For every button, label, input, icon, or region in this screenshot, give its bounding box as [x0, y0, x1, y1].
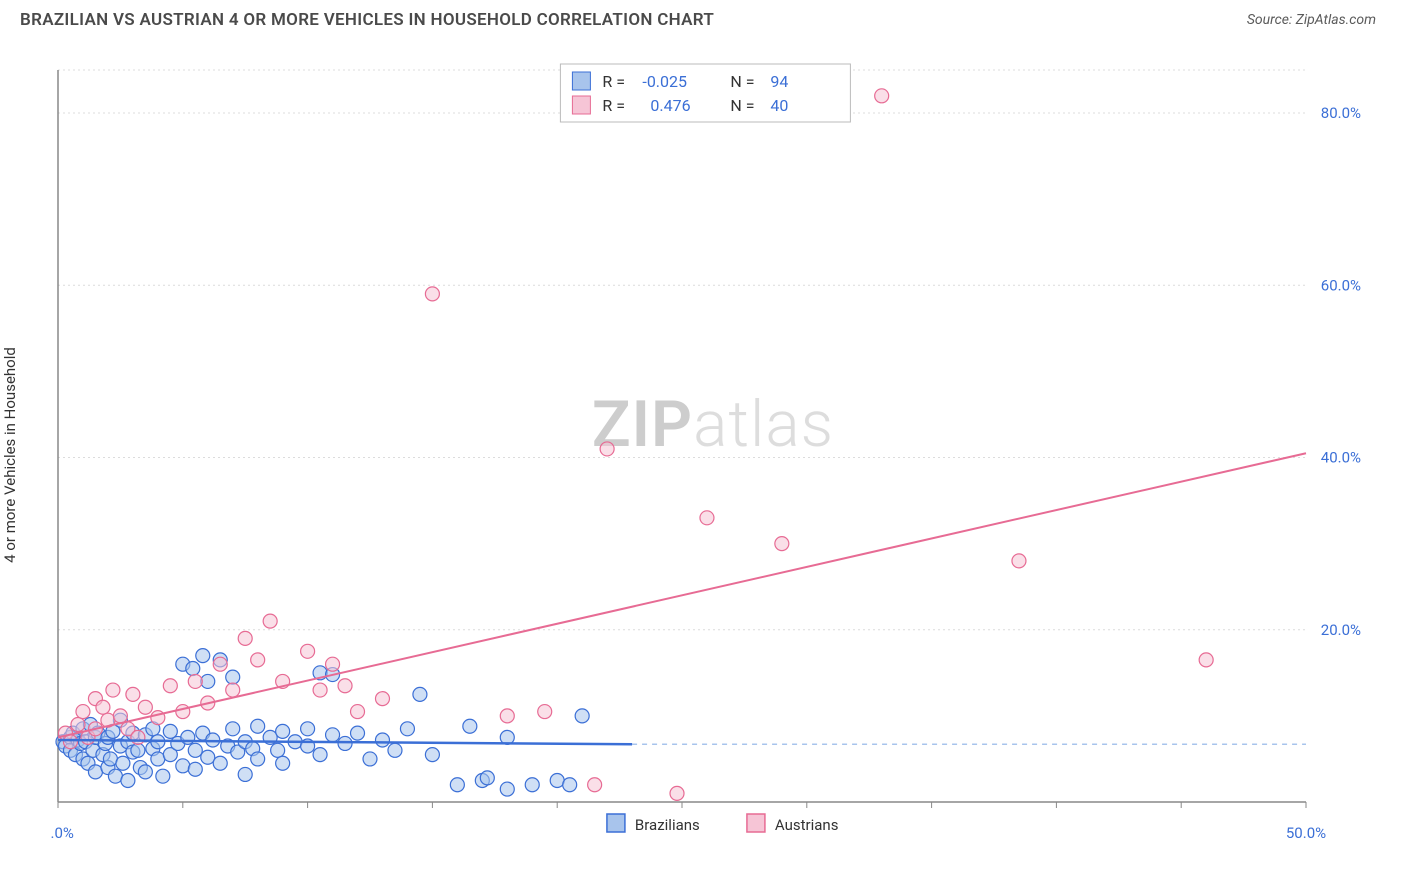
svg-text:Brazilians: Brazilians: [635, 816, 700, 834]
source-value: ZipAtlas.com: [1296, 12, 1376, 28]
chart-area: 20.0% 40.0% 60.0% 80.0% 0.0% 50.0% ZIPatlas R =…: [50, 50, 1376, 842]
svg-text:80.0%: 80.0%: [1321, 104, 1361, 122]
svg-text:20.0%: 20.0%: [1321, 621, 1361, 639]
y-axis-label: 4 or more Vehicles in Household: [1, 347, 19, 563]
chart-title: BRAZILIAN VS AUSTRIAN 4 OR MORE VEHICLES…: [20, 10, 714, 30]
svg-text:50.0%: 50.0%: [1286, 824, 1326, 842]
source-label: Source:: [1247, 12, 1296, 28]
svg-text:40: 40: [770, 96, 788, 115]
svg-text:60.0%: 60.0%: [1321, 276, 1361, 294]
svg-text:0.0%: 0.0%: [50, 824, 74, 842]
svg-text:R =: R =: [602, 96, 625, 115]
svg-text:R =: R =: [602, 72, 625, 91]
svg-text:ZIPatlas: ZIPatlas: [592, 387, 834, 462]
svg-text:-0.025: -0.025: [642, 72, 687, 91]
scatter-chart: 20.0% 40.0% 60.0% 80.0% 0.0% 50.0% ZIPatlas R =…: [50, 50, 1376, 842]
svg-text:Austrians: Austrians: [775, 816, 839, 834]
source-attribution: Source: ZipAtlas.com: [1247, 12, 1376, 28]
svg-text:0.476: 0.476: [650, 96, 690, 115]
svg-text:40.0%: 40.0%: [1321, 449, 1361, 467]
svg-text:N =: N =: [730, 72, 754, 91]
svg-text:94: 94: [770, 72, 788, 91]
svg-text:N =: N =: [730, 96, 754, 115]
